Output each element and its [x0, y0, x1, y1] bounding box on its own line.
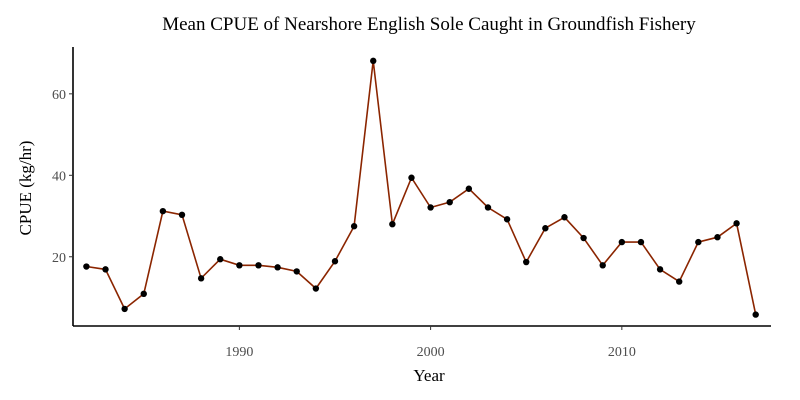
data-point: [714, 234, 721, 241]
y-axis-title: CPUE (kg/hr): [16, 141, 35, 236]
data-point: [370, 57, 377, 65]
x-tick-label: 2000: [417, 345, 445, 360]
data-point: [427, 204, 434, 211]
data-point: [255, 262, 262, 269]
data-point: [523, 258, 530, 266]
data-point: [159, 207, 167, 215]
data-point: [389, 220, 396, 228]
x-tick-label: 2010: [608, 345, 636, 360]
data-point: [236, 262, 243, 269]
data-point: [656, 266, 664, 273]
data-point: [752, 311, 759, 318]
y-ticks: 20 40 60: [52, 88, 73, 266]
data-point: [197, 275, 205, 282]
data-point: [331, 258, 339, 265]
y-tick-label: 40: [52, 169, 66, 184]
chart-title: Mean CPUE of Nearshore English Sole Caug…: [162, 14, 696, 35]
data-point: [484, 204, 492, 211]
data-point: [733, 220, 740, 227]
data-point: [599, 262, 606, 269]
data-point: [293, 268, 300, 275]
data-point: [178, 211, 186, 219]
x-axis-title: Year: [413, 366, 445, 385]
data-point: [408, 174, 415, 181]
y-tick-label: 60: [52, 88, 66, 103]
data-point: [580, 234, 587, 242]
data-point: [140, 290, 147, 298]
data-point: [350, 223, 358, 230]
data-point: [217, 256, 224, 263]
data-point: [121, 305, 128, 313]
data-point: [446, 198, 453, 206]
data-point: [465, 185, 473, 192]
data-point: [102, 266, 109, 273]
data-point: [503, 216, 511, 223]
x-tick-label: 1990: [225, 345, 253, 360]
x-ticks: 1990 2000 2010: [225, 326, 636, 360]
data-point: [274, 264, 281, 271]
data-point: [561, 214, 568, 221]
data-point: [542, 225, 549, 232]
data-points: [83, 57, 759, 318]
data-point: [637, 238, 645, 246]
data-point: [312, 285, 320, 292]
series-line: [86, 60, 757, 315]
y-tick-label: 20: [52, 251, 66, 266]
data-point: [676, 278, 683, 285]
data-point: [618, 238, 626, 246]
data-point: [695, 238, 702, 246]
data-point: [83, 263, 90, 270]
